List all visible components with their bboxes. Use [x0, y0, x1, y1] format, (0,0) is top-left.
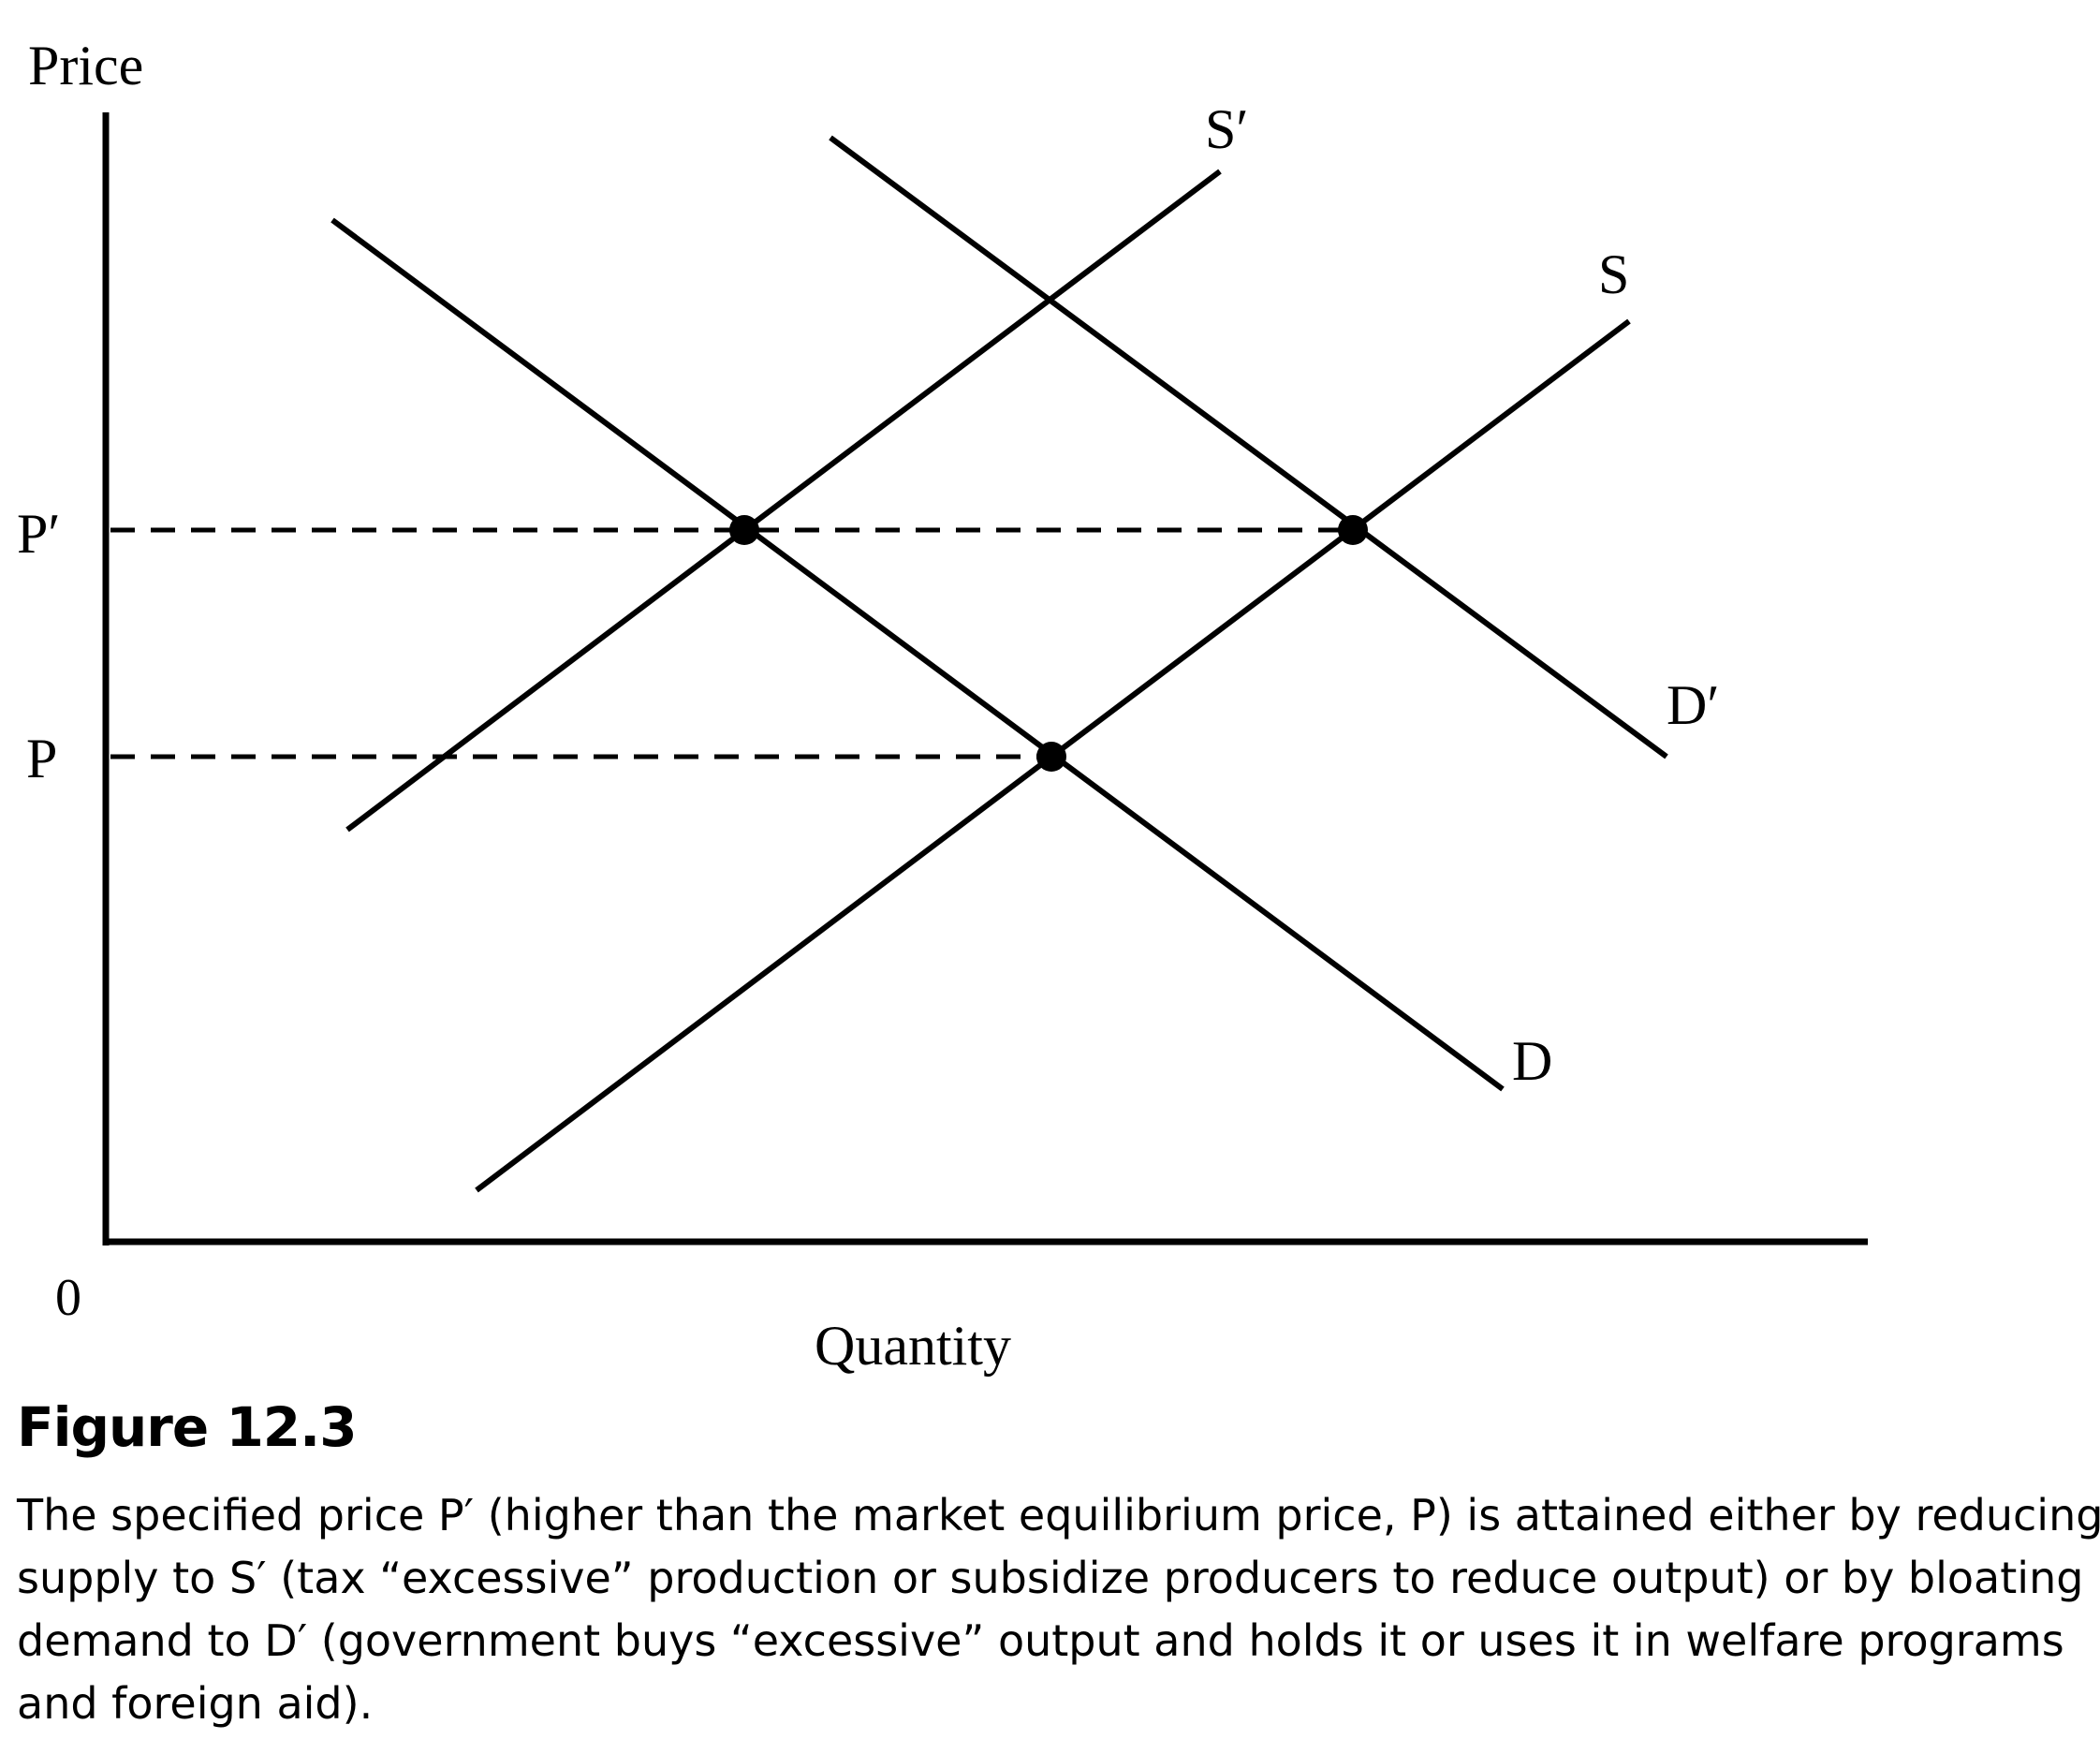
- price-label-p: P: [26, 728, 57, 789]
- curve-label-d-prime: D′: [1667, 674, 1719, 736]
- x-axis-label: Quantity: [815, 1315, 1011, 1377]
- price-label-p-prime: P′: [17, 503, 61, 565]
- equilibrium-point-s-d-prime: [1338, 515, 1368, 545]
- caption-line: demand to D′ (government buys “excessive…: [17, 1615, 2064, 1666]
- y-axis-label: Price: [28, 35, 143, 96]
- curve-label-s-prime: S′: [1205, 98, 1249, 160]
- caption-line: supply to S′ (tax “excessive” production…: [17, 1553, 2084, 1603]
- figure-caption: The specified price P′ (higher than the …: [17, 1484, 2100, 1735]
- figure-title: Figure 12.3: [17, 1395, 358, 1459]
- demand-curve-d: [330, 217, 1505, 1092]
- caption-line: The specified price P′ (higher than the …: [17, 1490, 2100, 1540]
- supply-curve-s-prime: [345, 169, 1222, 833]
- equilibrium-point-s-prime-d: [729, 515, 759, 545]
- demand-curve-d-prime: [829, 135, 1668, 759]
- origin-label: 0: [55, 1269, 81, 1327]
- curve-label-s: S: [1598, 243, 1629, 305]
- curve-label-d: D: [1512, 1030, 1552, 1092]
- equilibrium-point-s-d: [1036, 742, 1066, 772]
- caption-line: and foreign aid).: [17, 1678, 374, 1729]
